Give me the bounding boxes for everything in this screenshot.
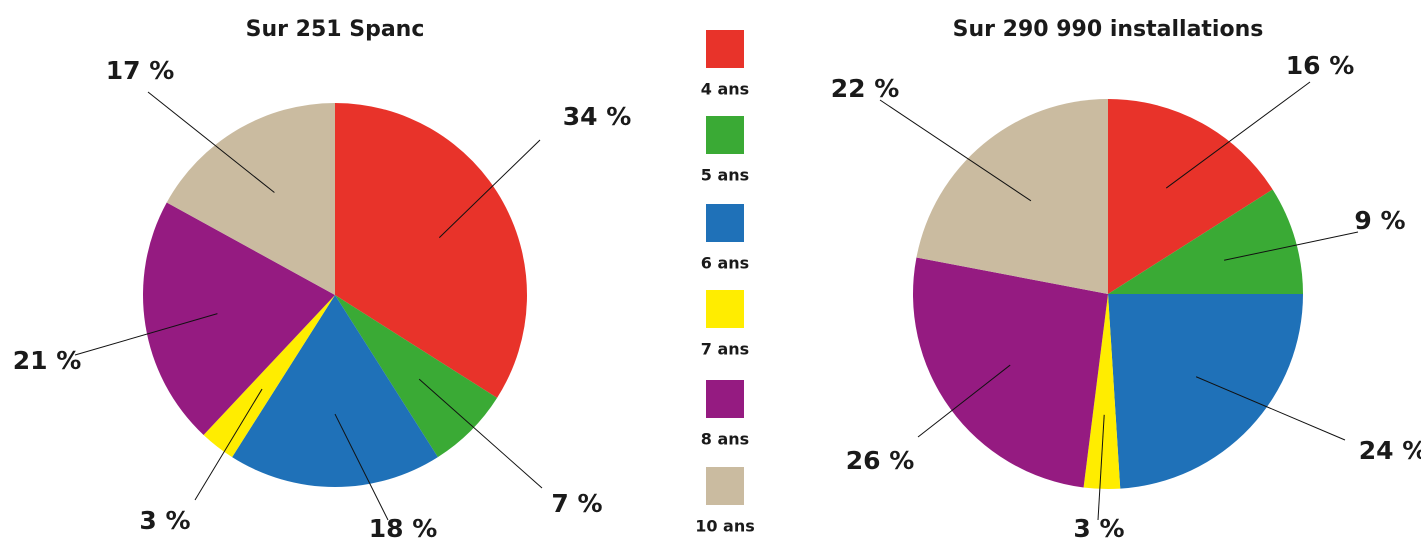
pie-slice — [1083, 294, 1121, 489]
leader-line — [74, 313, 218, 356]
leader-line — [334, 413, 389, 521]
legend-swatch — [706, 290, 744, 328]
chart-title: Sur 251 Spanc — [246, 17, 425, 42]
pie-slice — [335, 295, 498, 458]
legend-swatch — [706, 30, 744, 68]
value-label: 17 % — [106, 56, 175, 85]
leader-line — [194, 388, 263, 501]
value-label: 16 % — [1286, 51, 1355, 80]
value-label: 22 % — [831, 74, 900, 103]
pie-slice — [1108, 189, 1303, 294]
leader-line — [418, 378, 543, 489]
legend-label: 4 ans — [701, 80, 749, 99]
chart-title: Sur 290 990 installations — [953, 17, 1264, 42]
value-label: 3 % — [139, 506, 190, 535]
value-label: 26 % — [846, 446, 915, 475]
pie-slice — [232, 295, 438, 487]
legend-label: 5 ans — [701, 166, 749, 185]
leader-line — [438, 139, 541, 239]
legend-label: 8 ans — [701, 430, 749, 449]
pie-slice — [1108, 99, 1273, 294]
legend-swatch — [706, 116, 744, 154]
leader-line — [147, 91, 275, 193]
value-label: 24 % — [1359, 436, 1421, 465]
value-label: 18 % — [369, 514, 438, 538]
pie-slice — [335, 103, 527, 398]
value-label: 21 % — [13, 346, 82, 375]
pie-slice — [142, 202, 335, 435]
leader-line — [1195, 376, 1346, 441]
legend-label: 10 ans — [695, 517, 755, 536]
leader-line — [1223, 231, 1359, 261]
legend-label: 7 ans — [701, 340, 749, 359]
legend-label: 6 ans — [701, 254, 749, 273]
leader-line — [1165, 81, 1311, 189]
leader-line — [917, 364, 1011, 438]
value-label: 9 % — [1354, 206, 1405, 235]
legend-swatch — [706, 204, 744, 242]
pie-slice — [913, 257, 1108, 488]
pie-slice — [916, 99, 1108, 294]
value-label: 7 % — [551, 489, 602, 518]
legend-swatch — [706, 380, 744, 418]
leader-line — [879, 99, 1032, 202]
value-label: 3 % — [1073, 514, 1124, 538]
legend-swatch — [706, 467, 744, 505]
pie-slice — [203, 295, 335, 458]
pie-slice — [166, 103, 335, 295]
pie-slice — [1108, 294, 1303, 489]
leader-line — [1097, 414, 1105, 521]
value-label: 34 % — [563, 102, 632, 131]
